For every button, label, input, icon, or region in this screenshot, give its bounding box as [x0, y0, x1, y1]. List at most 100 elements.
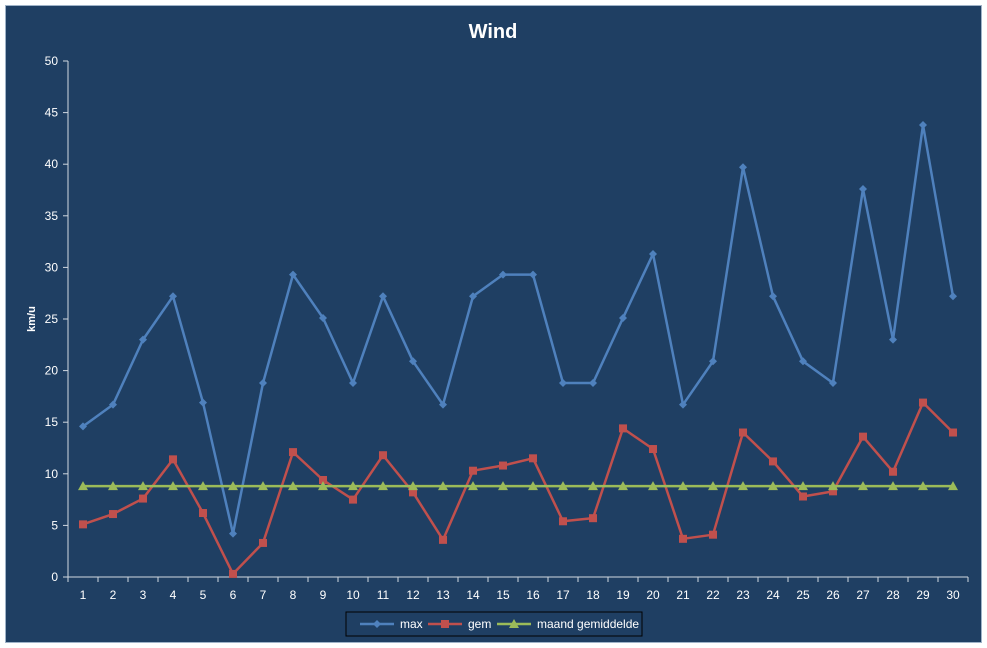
x-tick-label: 5	[200, 588, 207, 602]
data-point	[528, 481, 538, 491]
series-line	[82, 123, 955, 535]
data-point	[589, 514, 597, 523]
x-tick-label: 18	[586, 588, 600, 602]
legend-marker	[441, 620, 449, 628]
data-point	[769, 292, 777, 301]
x-tick-label: 29	[916, 588, 930, 602]
data-point	[409, 357, 417, 366]
data-point	[708, 481, 718, 491]
x-tick-label: 28	[886, 588, 900, 602]
data-point	[649, 249, 657, 258]
x-tick-label: 26	[826, 588, 840, 602]
y-tick-label: 35	[45, 209, 59, 223]
data-point	[199, 509, 207, 518]
data-point	[619, 313, 627, 322]
x-tick-label: 25	[796, 588, 810, 602]
data-point	[858, 481, 868, 491]
data-point	[529, 270, 537, 279]
y-tick-label: 25	[45, 312, 59, 326]
data-point	[438, 481, 448, 491]
data-point	[499, 461, 507, 470]
data-point	[498, 481, 508, 491]
data-point	[589, 378, 597, 387]
legend: max gem maand gemiddelde	[345, 611, 643, 637]
series-max	[79, 120, 957, 538]
data-point	[289, 270, 297, 279]
data-point	[949, 292, 957, 301]
x-tick-label: 22	[706, 588, 720, 602]
y-tick-label: 40	[45, 157, 59, 171]
data-point	[919, 120, 927, 129]
data-point	[799, 357, 807, 366]
data-point	[289, 448, 297, 457]
data-point	[739, 163, 747, 172]
x-tick-label: 21	[676, 588, 690, 602]
series-line	[82, 401, 954, 576]
data-point	[678, 481, 688, 491]
x-tick-label: 23	[736, 588, 750, 602]
data-point	[439, 535, 447, 544]
data-point	[379, 451, 387, 460]
legend-label: max	[400, 617, 423, 631]
data-point	[769, 457, 777, 466]
data-point	[739, 428, 747, 437]
data-point	[318, 481, 328, 491]
x-tick-label: 27	[856, 588, 870, 602]
data-point	[679, 400, 687, 409]
data-point	[168, 481, 178, 491]
data-point	[649, 445, 657, 454]
legend-label: maand gemiddelde	[537, 617, 639, 631]
data-point	[889, 335, 897, 344]
data-point	[108, 481, 118, 491]
x-tick-label: 19	[616, 588, 630, 602]
x-tick-label: 30	[946, 588, 960, 602]
legend-marker	[373, 620, 381, 628]
data-point	[109, 400, 117, 409]
data-point	[409, 488, 417, 497]
x-tick-label: 3	[140, 588, 147, 602]
data-point	[828, 481, 838, 491]
data-point	[648, 481, 658, 491]
x-tick-label: 20	[646, 588, 660, 602]
y-tick-label: 20	[45, 364, 59, 378]
x-tick-label: 16	[526, 588, 540, 602]
data-point	[919, 398, 927, 407]
data-point	[349, 495, 357, 504]
data-point	[829, 378, 837, 387]
data-point	[679, 534, 687, 543]
data-point	[288, 481, 298, 491]
data-point	[889, 467, 897, 476]
y-axis-label: km/u	[26, 306, 38, 332]
data-point	[798, 481, 808, 491]
data-point	[529, 454, 537, 463]
data-point	[859, 432, 867, 441]
data-point	[738, 481, 748, 491]
data-point	[259, 378, 267, 387]
data-point	[709, 530, 717, 539]
x-tick-label: 2	[110, 588, 117, 602]
data-point	[559, 517, 567, 526]
data-point	[588, 481, 598, 491]
data-point	[618, 481, 628, 491]
data-point	[949, 428, 957, 437]
legend-box	[345, 611, 643, 637]
data-point	[319, 313, 327, 322]
data-point	[799, 492, 807, 501]
data-point	[559, 378, 567, 387]
data-point	[78, 481, 88, 491]
y-tick-label: 50	[45, 54, 59, 68]
y-tick-label: 45	[45, 106, 59, 120]
data-point	[888, 481, 898, 491]
x-tick-label: 10	[346, 588, 360, 602]
data-point	[229, 569, 237, 578]
x-tick-label: 17	[556, 588, 570, 602]
data-point	[918, 481, 928, 491]
x-tick-label: 12	[406, 588, 420, 602]
chart-area	[5, 5, 982, 643]
chart-title: Wind	[469, 21, 518, 43]
data-point	[558, 481, 568, 491]
y-tick-label: 0	[51, 570, 58, 584]
data-point	[79, 422, 87, 431]
